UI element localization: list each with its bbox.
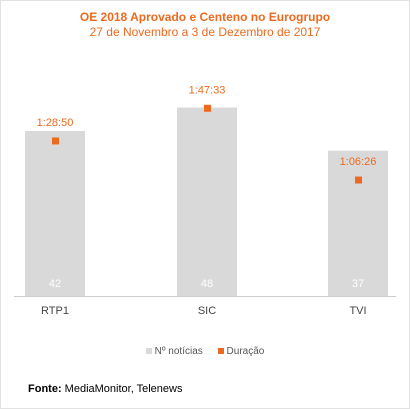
bar-value-label: 48 [201, 278, 213, 290]
bar-tvi [328, 150, 388, 296]
source-note: Fonte: MediaMonitor, Telenews [28, 383, 182, 395]
legend-swatch-news [145, 348, 152, 355]
bar-value-label: 37 [352, 278, 364, 290]
legend-swatch-duration [217, 348, 224, 355]
x-tick-label: TVI [349, 305, 366, 317]
legend-item-news: Nº notícias [145, 346, 203, 357]
legend-item-duration: Duração [217, 346, 265, 357]
bar-sic [177, 107, 237, 296]
x-tick-label: RTP1 [41, 305, 69, 317]
chart-legend: Nº notícias Duração [0, 346, 410, 357]
bar-rtp1 [25, 131, 85, 296]
source-text: MediaMonitor, Telenews [64, 383, 183, 395]
source-label: Fonte: [28, 383, 62, 395]
legend-label-news: Nº notícias [154, 346, 203, 357]
duration-point [52, 137, 59, 145]
chart-subtitle: 27 de Novembro a 3 de Dezembro de 2017 [89, 25, 321, 39]
duration-point [204, 104, 211, 112]
duration-label: 1:47:33 [189, 84, 226, 96]
duration-point [355, 176, 362, 184]
duration-label: 1:28:50 [37, 117, 74, 129]
chart-title: OE 2018 Aprovado e Centeno no Eurogrupo [79, 10, 331, 24]
x-tick-label: SIC [198, 305, 216, 317]
legend-label-duration: Duração [226, 346, 265, 357]
duration-label: 1:06:26 [340, 156, 377, 168]
bar-value-label: 42 [49, 278, 61, 290]
